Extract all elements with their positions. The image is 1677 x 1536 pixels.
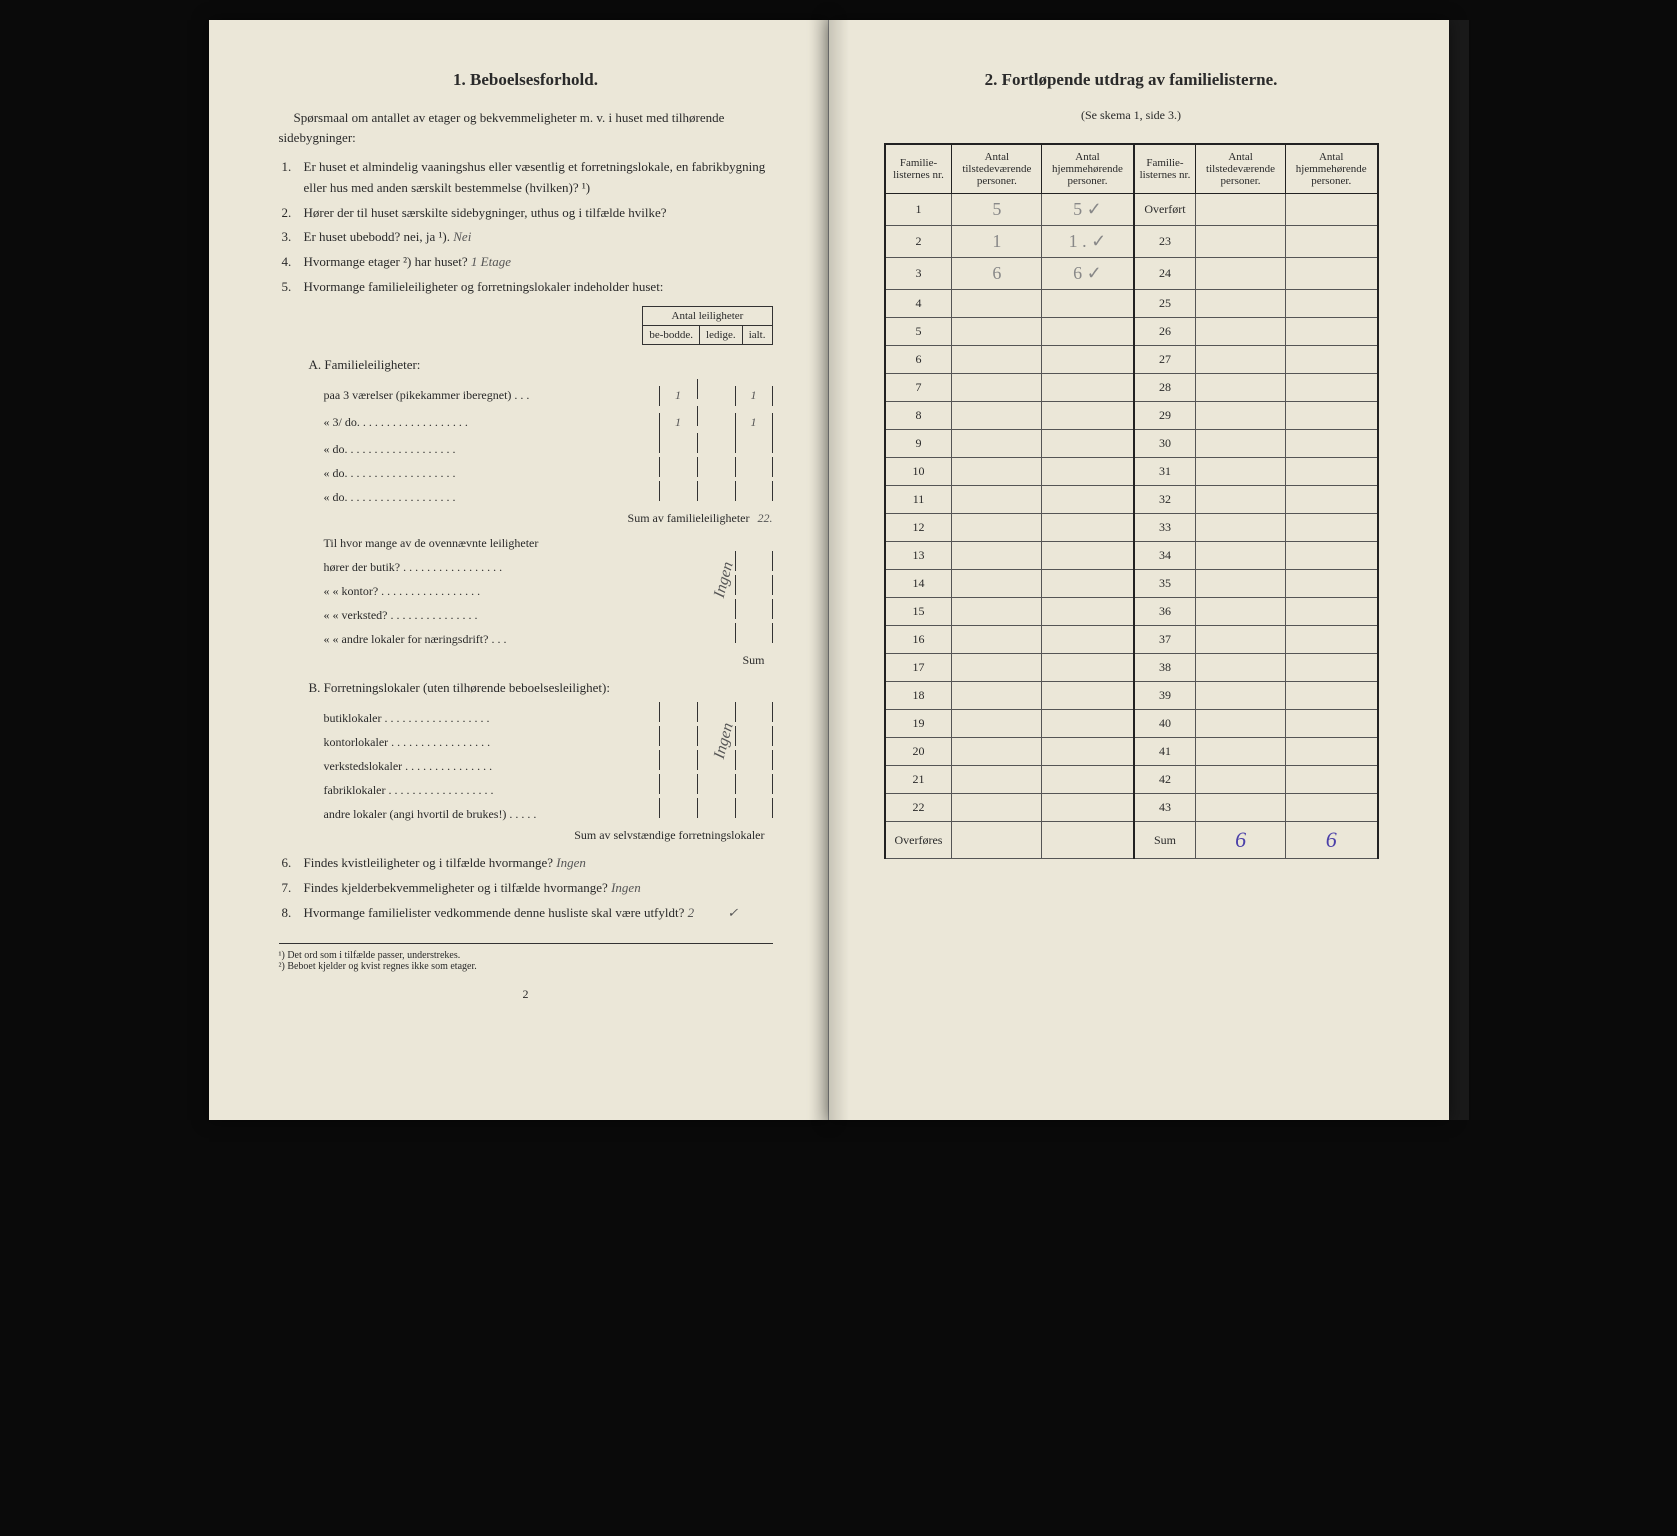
left-page: 1. Beboelsesforhold. Spørsmaal om antall…: [209, 20, 829, 1120]
table-row: 3 6 6 ✓ 24: [885, 258, 1378, 290]
section-a-rows: paa 3 værelser (pikekammer iberegnet) . …: [279, 379, 773, 505]
question-6-answer: Ingen: [556, 855, 586, 870]
section-a-row: paa 3 værelser (pikekammer iberegnet) . …: [324, 379, 773, 406]
question-7: Findes kjelderbekvemmeligheter og i tilf…: [304, 880, 608, 895]
question-4-label: Hvormange etager ²) har huset?: [304, 254, 468, 269]
section-a2-row: « « verksted? . . . . . . . . . . . . . …: [324, 599, 773, 623]
table-row: 6 27: [885, 346, 1378, 374]
table-row: 13 34: [885, 542, 1378, 570]
leiligheter-table-header: Antal leiligheter be-bodde. ledige. ialt…: [642, 306, 772, 345]
th-col1: Familie-listernes nr.: [885, 144, 952, 194]
table-row: 5 26: [885, 318, 1378, 346]
section-b-row: butiklokaler . . . . . . . . . . . . . .…: [324, 702, 773, 726]
table-row: 1 5 5 ✓ Overført: [885, 194, 1378, 226]
section-a2-row: hører der butik? . . . . . . . . . . . .…: [324, 551, 773, 575]
section-2-subtitle: (Se skema 1, side 3.): [884, 108, 1379, 123]
section-a-sum: Sum av familieleiligheter 2 2.: [359, 511, 773, 526]
table-row: 2 1 1 . ✓ 23: [885, 226, 1378, 258]
section-a2-rows: Ingen hører der butik? . . . . . . . . .…: [279, 551, 773, 647]
footnotes: ¹) Det ord som i tilfælde passer, unders…: [279, 943, 773, 972]
section-b-rows: Ingen butiklokaler . . . . . . . . . . .…: [279, 702, 773, 822]
col-ialt: ialt.: [742, 325, 772, 344]
footnote-2: ²) Beboet kjelder og kvist regnes ikke s…: [279, 961, 773, 972]
section-1-title: 1. Beboelsesforhold.: [279, 70, 773, 90]
question-7-answer: Ingen: [611, 880, 641, 895]
footnote-1: ¹) Det ord som i tilfælde passer, unders…: [279, 950, 773, 961]
table-row: 8 29: [885, 402, 1378, 430]
table-row: 17 38: [885, 654, 1378, 682]
question-3-label: Er huset ubebodd? nei, ja ¹).: [304, 229, 451, 244]
table-row: 9 30: [885, 430, 1378, 458]
section-a-row: « 3/ do. . . . . . . . . . . . . . . . .…: [324, 406, 773, 433]
section-a-row: « do. . . . . . . . . . . . . . . . . . …: [324, 433, 773, 457]
section-2-title: 2. Fortløpende utdrag av familielisterne…: [884, 70, 1379, 90]
question-4-answer: 1 Etage: [471, 254, 511, 269]
question-2: Hører der til huset særskilte sidebygnin…: [304, 205, 667, 220]
th-col6: Antal hjemmehørende personer.: [1285, 144, 1377, 194]
table-row: 12 33: [885, 514, 1378, 542]
table-row: 7 28: [885, 374, 1378, 402]
table-row: 15 36: [885, 598, 1378, 626]
family-tbody: 1 5 5 ✓ Overført 2 1 1 . ✓ 23 3 6 6 ✓ 24…: [885, 194, 1378, 859]
question-list: 1.Er huset et almindelig vaaningshus ell…: [279, 157, 773, 298]
table-row: 4 25: [885, 290, 1378, 318]
table-row: 22 43: [885, 794, 1378, 822]
question-list-2: 6.Findes kvistleiligheter og i tilfælde …: [279, 853, 773, 923]
section-b-row: verkstedslokaler . . . . . . . . . . . .…: [324, 750, 773, 774]
table-row: 18 39: [885, 682, 1378, 710]
table-row: 21 42: [885, 766, 1378, 794]
section-a2-row: « « andre lokaler for næringsdrift? . . …: [324, 623, 773, 647]
section-b-row: kontorlokaler . . . . . . . . . . . . . …: [324, 726, 773, 750]
small-table-title: Antal leiligheter: [643, 306, 772, 325]
question-8-answer: 2: [688, 905, 695, 920]
section-b-sum: Sum av selvstændige forretningslokaler: [359, 828, 773, 843]
th-col4: Familie-listernes nr.: [1134, 144, 1196, 194]
intro-text: Spørsmaal om antallet av etager og bekve…: [279, 108, 773, 147]
th-col2: Antal tilstedeværende personer.: [952, 144, 1042, 194]
right-page: 2. Fortløpende utdrag av familielisterne…: [829, 20, 1449, 1120]
table-row: 16 37: [885, 626, 1378, 654]
section-a-row: « do. . . . . . . . . . . . . . . . . . …: [324, 457, 773, 481]
question-3-answer: Nei: [453, 229, 471, 244]
section-b-heading: B. Forretningslokaler (uten tilhørende b…: [309, 678, 773, 698]
table-row: 20 41: [885, 738, 1378, 766]
col-ledige: ledige.: [700, 325, 743, 344]
section-b-row: andre lokaler (angi hvortil de brukes!) …: [324, 798, 773, 822]
section-b-row: fabriklokaler . . . . . . . . . . . . . …: [324, 774, 773, 798]
section-a2-lead: Til hvor mange av de ovennævnte leilighe…: [324, 536, 773, 551]
question-1: Er huset et almindelig vaaningshus eller…: [304, 159, 766, 195]
table-row: 19 40: [885, 710, 1378, 738]
col-bebodde: be-bodde.: [643, 325, 700, 344]
table-row: 14 35: [885, 570, 1378, 598]
question-8: Hvormange familielister vedkommende denn…: [304, 905, 685, 920]
section-a2-sum: Sum: [359, 653, 773, 668]
question-6: Findes kvistleiligheter og i tilfælde hv…: [304, 855, 553, 870]
table-row: 10 31: [885, 458, 1378, 486]
family-table: Familie-listernes nr. Antal tilstedevære…: [884, 143, 1379, 859]
table-row: 11 32: [885, 486, 1378, 514]
page-number: 2: [279, 987, 773, 1002]
section-a2-row: « « kontor? . . . . . . . . . . . . . . …: [324, 575, 773, 599]
section-a-heading: A. Familieleiligheter:: [309, 355, 773, 375]
document-spread: 1. Beboelsesforhold. Spørsmaal om antall…: [209, 20, 1469, 1120]
th-col5: Antal tilstedeværende personer.: [1196, 144, 1286, 194]
th-col3: Antal hjemmehørende personer.: [1042, 144, 1134, 194]
section-a-row: « do. . . . . . . . . . . . . . . . . . …: [324, 481, 773, 505]
question-5: Hvormange familieleiligheter og forretni…: [304, 279, 664, 294]
table-sum-row: Overføres Sum 6 6: [885, 822, 1378, 859]
